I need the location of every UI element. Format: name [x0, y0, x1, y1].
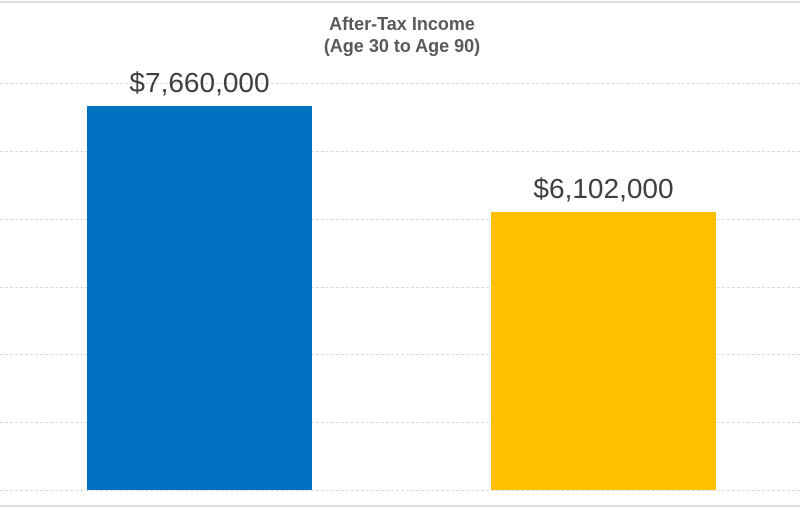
gridline [0, 151, 800, 153]
gold-bar-value-label: $6,102,000 [533, 173, 674, 204]
chart-title-block: After-Tax Income (Age 30 to Age 90) [324, 13, 480, 57]
chart-title: After-Tax Income [329, 14, 475, 34]
blue-bar-value-label: $7,660,000 [129, 67, 270, 99]
gridline [0, 490, 800, 491]
bottom-border-line [0, 505, 800, 507]
gridline [0, 83, 800, 85]
top-border-line [0, 1, 800, 3]
gridline [0, 354, 800, 356]
blue-bar [87, 106, 312, 490]
chart-subtitle: (Age 30 to Age 90) [323, 36, 481, 56]
gridline [0, 218, 800, 220]
gridline [0, 422, 800, 424]
gridline [0, 286, 800, 288]
gold-bar [491, 212, 716, 490]
